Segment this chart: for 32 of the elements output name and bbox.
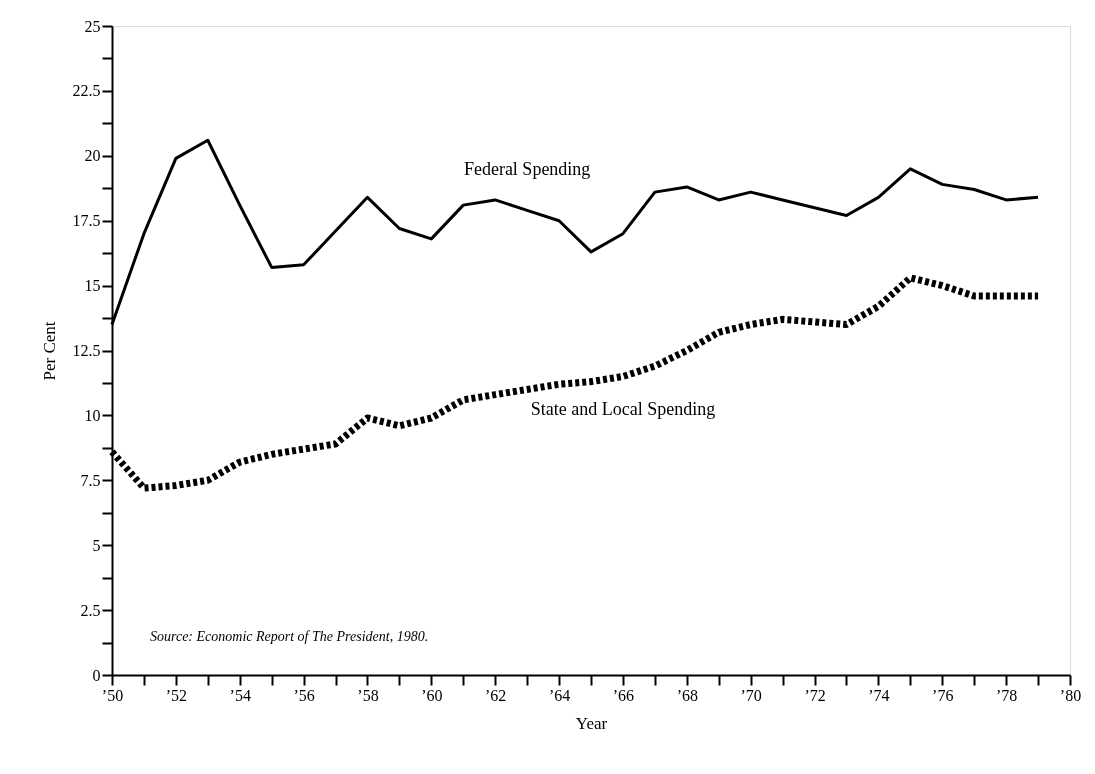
x-tick-label: ’76 (932, 686, 954, 704)
x-tick-label: ’78 (995, 686, 1018, 704)
x-tick-label: ’56 (293, 686, 315, 704)
y-tick-label: 7.5 (80, 471, 101, 489)
y-tick-label: 5 (92, 536, 101, 554)
x-tick-label: ’62 (485, 686, 507, 704)
x-tick-label: ’50 (101, 686, 124, 704)
y-tick-label: 17.5 (72, 212, 101, 230)
y-tick-label: 15 (84, 277, 101, 295)
y-tick-label: 2.5 (80, 601, 101, 619)
y-axis-title: Per Cent (39, 321, 59, 381)
y-tick-label: 10 (84, 406, 101, 424)
x-tick-label: ’68 (676, 686, 698, 704)
x-tick-label: ’80 (1059, 686, 1082, 704)
y-tick-label: 22.5 (72, 82, 101, 100)
x-tick-label: ’54 (229, 686, 251, 704)
x-tick-label: ’64 (548, 686, 571, 704)
x-tick-label: ’58 (357, 686, 379, 704)
y-tick-label: 0 (92, 666, 101, 684)
y-tick-label: 12.5 (72, 342, 101, 359)
y-tick-label: 25 (84, 17, 101, 35)
x-tick-label: ’72 (804, 686, 826, 704)
x-tick-label: ’60 (421, 686, 443, 704)
x-tick-label: ’70 (740, 686, 762, 704)
x-tick-label: ’52 (165, 686, 188, 704)
y-tick-label: 20 (84, 147, 101, 165)
x-tick-label: ’74 (868, 686, 890, 704)
series-label: State and Local Spending (530, 399, 716, 420)
x-axis-title: Year (575, 713, 608, 733)
annotation: Source: Economic Report of The President, 1980. (150, 629, 429, 644)
series-label: Federal Spending (463, 159, 591, 180)
x-tick-label: ’66 (612, 686, 635, 704)
